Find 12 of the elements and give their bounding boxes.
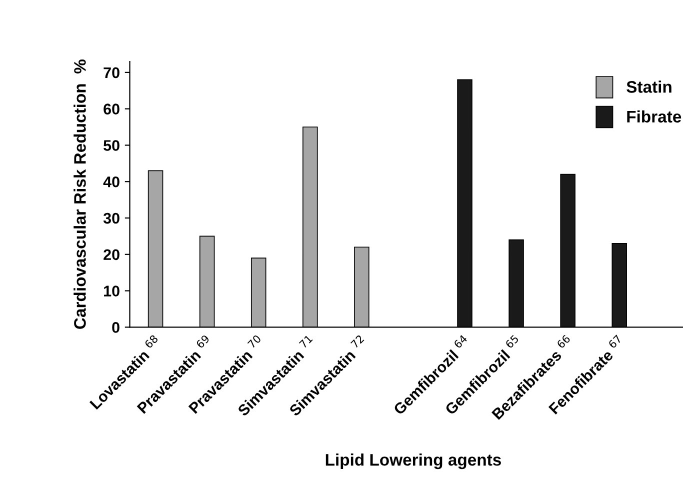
y-tick-label: 30 bbox=[103, 212, 120, 224]
y-axis-title: Cardiovascular Risk Reduction % bbox=[74, 60, 86, 329]
x-axis-title: Lipid Lowering agents bbox=[326, 453, 501, 470]
legend-label: Statin bbox=[626, 80, 672, 93]
y-tick-label: 60 bbox=[104, 104, 120, 114]
y-tick-label: 40 bbox=[103, 176, 120, 188]
y-tick-label: 20 bbox=[104, 249, 120, 260]
y-tick-label: 50 bbox=[104, 140, 120, 151]
y-tick-label: 0 bbox=[112, 322, 120, 333]
y-tick-label: 10 bbox=[104, 286, 120, 296]
legend-label: Fibrate bbox=[627, 110, 682, 123]
y-tick-label: 70 bbox=[104, 67, 120, 78]
